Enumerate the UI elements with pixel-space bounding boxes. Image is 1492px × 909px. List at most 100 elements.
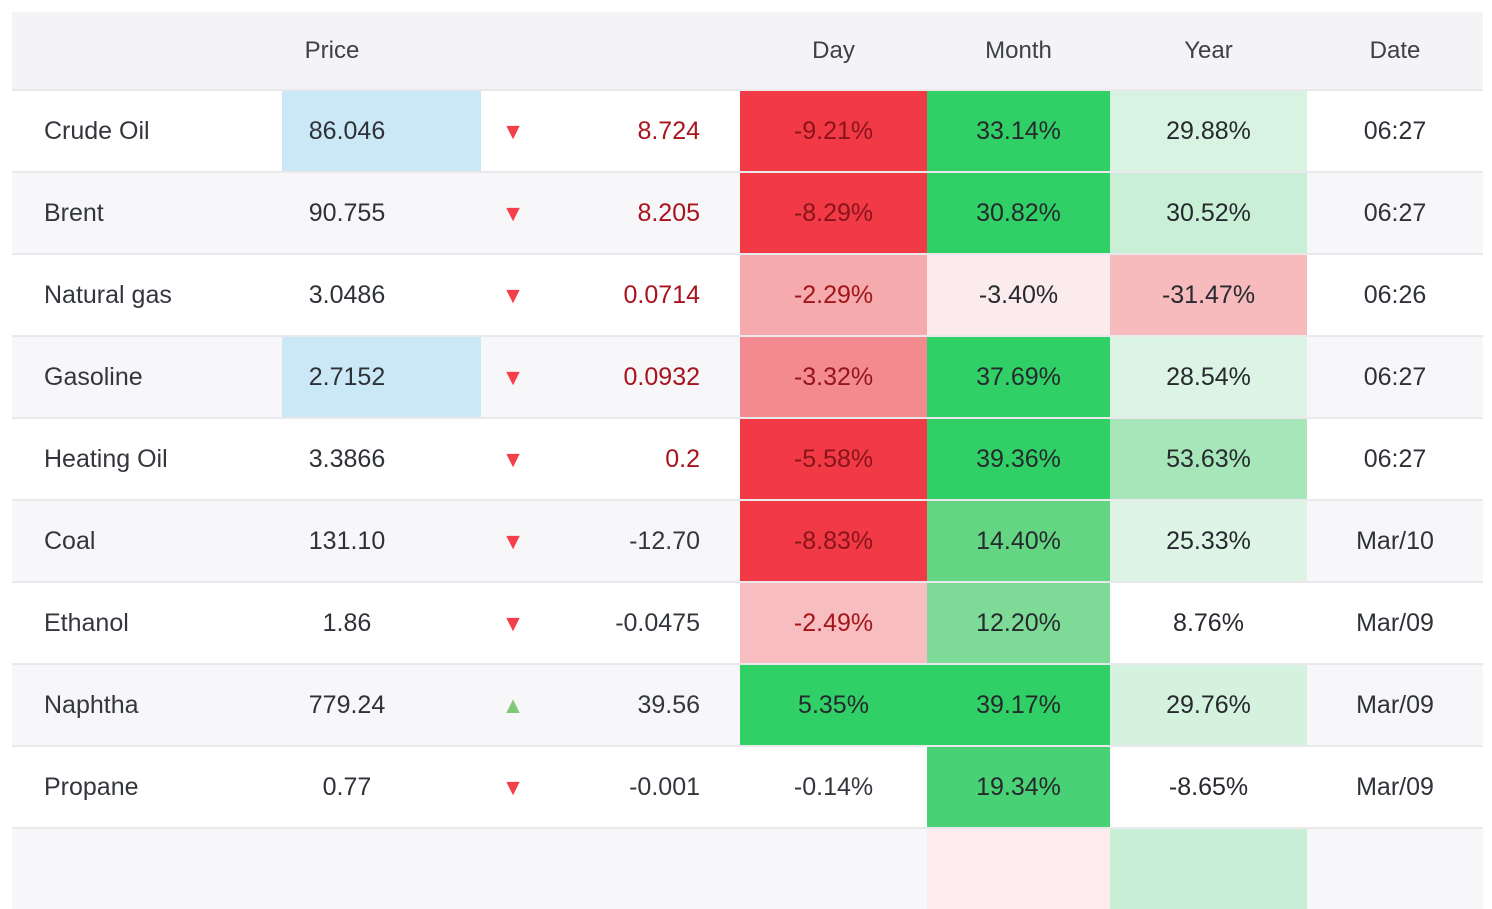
table-header: Price Day Month Year Date [12,12,1483,90]
down-arrow-icon: ▼ [501,445,525,472]
up-arrow-icon: ▲ [501,691,525,718]
date-cell: Mar/09 [1307,745,1483,828]
month-percent-cell: 30.82% [927,171,1110,254]
year-percent-cell: 8.76% [1110,581,1307,664]
year-percent-cell: 30.52% [1110,171,1307,254]
date-cell: 06:27 [1307,417,1483,500]
commodity-row[interactable]: Crude Oil 86.046 ▼ 8.724 -9.21% 33.14% 29.88% 0… [12,89,1483,172]
date-cell: 06:27 [1307,89,1483,172]
commodity-name[interactable]: Coal [12,499,282,582]
change-value: -0.001 [545,745,740,828]
price-cell: 2.7152 [282,335,481,418]
change-arrow-cell: ▼ [481,581,545,664]
commodity-row[interactable]: Coal 131.10 ▼ -12.70 -8.83% 14.40% 25.33% Mar/1… [12,499,1483,582]
price-cell: 3.0486 [282,253,481,336]
header-name [12,12,282,90]
year-percent-cell: 25.33% [1110,499,1307,582]
day-percent-cell: 5.35% [740,663,927,746]
change-arrow-cell: ▼ [481,745,545,828]
down-arrow-icon: ▼ [501,527,525,554]
commodity-row[interactable]: Gasoline 2.7152 ▼ 0.0932 -3.32% 37.69% 28.54% 0… [12,335,1483,418]
day-percent-cell: -9.21% [740,89,927,172]
price-cell: 0.77 [282,745,481,828]
month-percent-cell [927,827,1110,909]
change-value [545,827,740,909]
change-arrow-cell: ▼ [481,171,545,254]
commodity-name[interactable]: Natural gas [12,253,282,336]
change-value: 0.0932 [545,335,740,418]
date-cell: Mar/09 [1307,581,1483,664]
change-arrow-cell: ▼ [481,335,545,418]
month-percent-cell: 19.34% [927,745,1110,828]
day-percent-cell: -8.83% [740,499,927,582]
commodities-tbody: Crude Oil 86.046 ▼ 8.724 -9.21% 33.14% 29.88% 0… [12,89,1483,909]
change-value: 0.0714 [545,253,740,336]
commodity-row[interactable]: Ethanol 1.86 ▼ -0.0475 -2.49% 12.20% 8.76% Mar/… [12,581,1483,664]
change-arrow-cell: ▼ [481,89,545,172]
header-day: Day [740,12,927,90]
down-arrow-icon: ▼ [501,609,525,636]
month-percent-cell: 39.17% [927,663,1110,746]
year-percent-cell: 53.63% [1110,417,1307,500]
month-percent-cell: 37.69% [927,335,1110,418]
date-cell [1307,827,1483,909]
price-cell: 86.046 [282,89,481,172]
commodity-name[interactable]: Ethanol [12,581,282,664]
header-date: Date [1307,12,1483,90]
day-percent-cell: -2.29% [740,253,927,336]
year-percent-cell: 29.76% [1110,663,1307,746]
change-arrow-cell [481,827,545,909]
change-arrow-cell: ▼ [481,499,545,582]
price-cell [282,827,481,909]
header-change [545,12,740,90]
change-value: 39.56 [545,663,740,746]
commodity-name[interactable]: Gasoline [12,335,282,418]
month-percent-cell: 33.14% [927,89,1110,172]
commodity-row[interactable]: Heating Oil 3.3866 ▼ 0.2 -5.58% 39.36% 53.63% 0… [12,417,1483,500]
year-percent-cell: 28.54% [1110,335,1307,418]
commodity-name[interactable]: Propane [12,745,282,828]
month-percent-cell: 12.20% [927,581,1110,664]
commodity-name[interactable]: Naphtha [12,663,282,746]
commodity-name[interactable]: Heating Oil [12,417,282,500]
commodity-row[interactable]: Natural gas 3.0486 ▼ 0.0714 -2.29% -3.40% -31.… [12,253,1483,336]
header-price: Price [282,12,481,90]
commodity-row[interactable]: Propane 0.77 ▼ -0.001 -0.14% 19.34% -8.65% Mar/… [12,745,1483,828]
change-arrow-cell: ▼ [481,417,545,500]
commodity-name[interactable]: Brent [12,171,282,254]
change-value: 8.205 [545,171,740,254]
year-percent-cell: -31.47% [1110,253,1307,336]
change-value: 8.724 [545,89,740,172]
day-percent-cell: -5.58% [740,417,927,500]
price-cell: 3.3866 [282,417,481,500]
year-percent-cell: -8.65% [1110,745,1307,828]
commodity-row-partial [12,827,1483,909]
commodity-row[interactable]: Naphtha 779.24 ▲ 39.56 5.35% 39.17% 29.76% Mar/… [12,663,1483,746]
down-arrow-icon: ▼ [501,199,525,226]
date-cell: 06:27 [1307,335,1483,418]
month-percent-cell: -3.40% [927,253,1110,336]
date-cell: 06:26 [1307,253,1483,336]
change-arrow-cell: ▲ [481,663,545,746]
commodities-table: Price Day Month Year Date Crude Oil 86.04… [12,12,1483,909]
header-month: Month [927,12,1110,90]
down-arrow-icon: ▼ [501,281,525,308]
price-cell: 779.24 [282,663,481,746]
commodity-name[interactable]: Crude Oil [12,89,282,172]
commodity-name [12,827,282,909]
price-cell: 131.10 [282,499,481,582]
day-percent-cell [740,827,927,909]
down-arrow-icon: ▼ [501,117,525,144]
commodity-row[interactable]: Brent 90.755 ▼ 8.205 -8.29% 30.82% 30.52% 06:27 [12,171,1483,254]
day-percent-cell: -0.14% [740,745,927,828]
date-cell: Mar/09 [1307,663,1483,746]
header-year: Year [1110,12,1307,90]
price-cell: 90.755 [282,171,481,254]
day-percent-cell: -3.32% [740,335,927,418]
year-percent-cell: 29.88% [1110,89,1307,172]
day-percent-cell: -8.29% [740,171,927,254]
month-percent-cell: 39.36% [927,417,1110,500]
month-percent-cell: 14.40% [927,499,1110,582]
change-value: -12.70 [545,499,740,582]
